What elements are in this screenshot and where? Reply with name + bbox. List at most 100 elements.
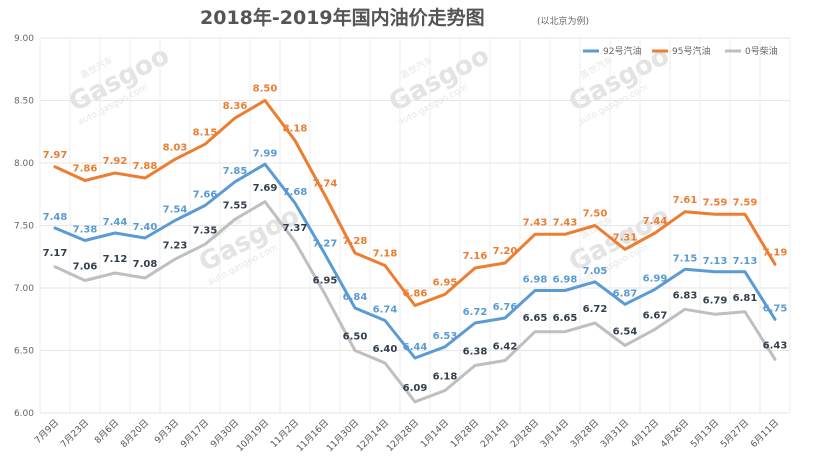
data-label: 6.79 <box>703 295 728 306</box>
data-label: 7.40 <box>133 222 158 233</box>
data-label: 6.67 <box>643 310 668 321</box>
series-line <box>53 200 777 404</box>
data-label: 7.99 <box>253 148 278 159</box>
x-tick-label: 2月14日 <box>478 417 511 450</box>
data-label: 7.88 <box>133 161 158 172</box>
data-label: 6.50 <box>343 332 368 343</box>
data-label: 6.99 <box>643 273 668 284</box>
x-tick-label: 2月28日 <box>508 417 541 450</box>
x-tick-label: 3月31日 <box>598 417 631 450</box>
x-tick-label: 7月9日 <box>33 417 62 446</box>
data-label: 7.35 <box>193 225 218 236</box>
data-label: 7.61 <box>673 195 698 206</box>
data-label: 6.09 <box>403 383 428 394</box>
x-tick-label: 5月27日 <box>718 417 751 450</box>
data-label: 6.43 <box>763 340 788 351</box>
data-label: 7.23 <box>163 240 188 251</box>
x-tick-label: 12月28日 <box>384 417 421 454</box>
data-label: 6.83 <box>673 290 698 301</box>
y-tick-label: 9.00 <box>14 34 34 44</box>
legend: 92号汽油 95号汽油 0号柴油 <box>583 45 778 57</box>
data-label: 6.18 <box>433 372 458 383</box>
data-label: 6.72 <box>463 307 488 318</box>
series-line <box>53 99 777 307</box>
data-label: 8.03 <box>163 142 188 153</box>
y-tick-label: 6.00 <box>14 409 34 419</box>
data-label: 7.31 <box>613 232 638 243</box>
data-label: 7.48 <box>43 212 68 223</box>
data-label: 8.50 <box>253 84 278 95</box>
x-tick-label: 5月13日 <box>688 417 721 450</box>
legend-label: 95号汽油 <box>672 45 710 57</box>
chart-subtitle: (以北京为例) <box>537 15 589 27</box>
data-label: 6.65 <box>553 313 578 324</box>
data-label: 7.06 <box>73 262 98 273</box>
y-tick-label: 6.50 <box>14 347 34 357</box>
x-tick-label: 4月12日 <box>628 417 661 450</box>
data-label: 7.43 <box>523 217 548 228</box>
data-label: 7.59 <box>703 197 728 208</box>
data-label: 7.16 <box>463 251 488 262</box>
data-label: 8.36 <box>223 101 248 112</box>
data-label: 7.37 <box>283 223 308 234</box>
x-tick-label: 8月6日 <box>93 417 122 446</box>
data-label: 6.86 <box>403 289 428 300</box>
x-tick-label: 7月23日 <box>58 417 91 450</box>
data-labels: 7.48 7.38 7.44 7.40 7.54 7.66 7.85 7.99 7.68 7.27… <box>43 84 788 394</box>
y-axis: 6.00 6.50 7.00 7.50 8.00 8.50 9.00 <box>14 34 34 419</box>
data-label: 6.81 <box>733 293 758 304</box>
data-label: 7.28 <box>343 236 368 247</box>
x-tick-label: 9月3日 <box>153 417 182 446</box>
data-label: 7.50 <box>583 209 608 220</box>
grid-lines <box>39 37 791 414</box>
data-label: 7.18 <box>373 249 398 260</box>
data-label: 6.65 <box>523 313 548 324</box>
data-label: 7.74 <box>313 179 338 190</box>
data-label: 7.54 <box>163 205 188 216</box>
data-label: 7.19 <box>763 247 788 258</box>
data-label: 7.13 <box>733 256 758 267</box>
data-label: 7.55 <box>223 200 248 211</box>
x-tick-label: 10月19日 <box>234 417 271 454</box>
data-label: 8.18 <box>283 124 308 135</box>
data-label: 6.42 <box>493 342 518 353</box>
data-label: 7.27 <box>313 238 338 249</box>
data-label: 6.76 <box>493 302 518 313</box>
data-label: 6.87 <box>613 288 638 299</box>
data-label: 6.53 <box>433 331 458 342</box>
legend-label: 0号柴油 <box>745 45 778 57</box>
data-label: 7.15 <box>673 253 698 264</box>
data-label: 6.84 <box>343 292 368 303</box>
legend-label: 92号汽油 <box>603 45 641 57</box>
data-label: 7.97 <box>43 150 68 161</box>
data-label: 7.68 <box>283 187 308 198</box>
data-label: 6.44 <box>403 342 428 353</box>
x-tick-label: 6月11日 <box>748 417 781 450</box>
data-label: 6.40 <box>373 344 398 355</box>
data-label: 7.85 <box>223 166 248 177</box>
data-label: 7.13 <box>703 256 728 267</box>
data-label: 6.72 <box>583 304 608 315</box>
data-label: 7.66 <box>193 190 218 201</box>
data-label: 7.92 <box>103 156 128 167</box>
data-label: 7.08 <box>133 259 158 270</box>
data-label: 6.98 <box>553 275 578 286</box>
x-tick-label: 1月28日 <box>448 417 481 450</box>
series-line <box>53 162 777 360</box>
y-tick-label: 7.50 <box>14 222 34 232</box>
data-label: 7.43 <box>553 217 578 228</box>
y-tick-label: 8.50 <box>14 97 34 107</box>
data-label: 6.95 <box>313 275 338 286</box>
y-tick-label: 8.00 <box>14 159 34 169</box>
x-tick-label: 8月20日 <box>118 417 151 450</box>
data-label: 6.54 <box>613 327 638 338</box>
data-label: 7.59 <box>733 197 758 208</box>
x-tick-label: 1月14日 <box>418 417 451 450</box>
data-label: 7.05 <box>583 266 608 277</box>
y-tick-label: 7.00 <box>14 284 34 294</box>
data-label: 7.12 <box>103 254 128 265</box>
data-label: 6.98 <box>523 275 548 286</box>
data-label: 7.20 <box>493 246 518 257</box>
data-label: 7.38 <box>73 225 98 236</box>
